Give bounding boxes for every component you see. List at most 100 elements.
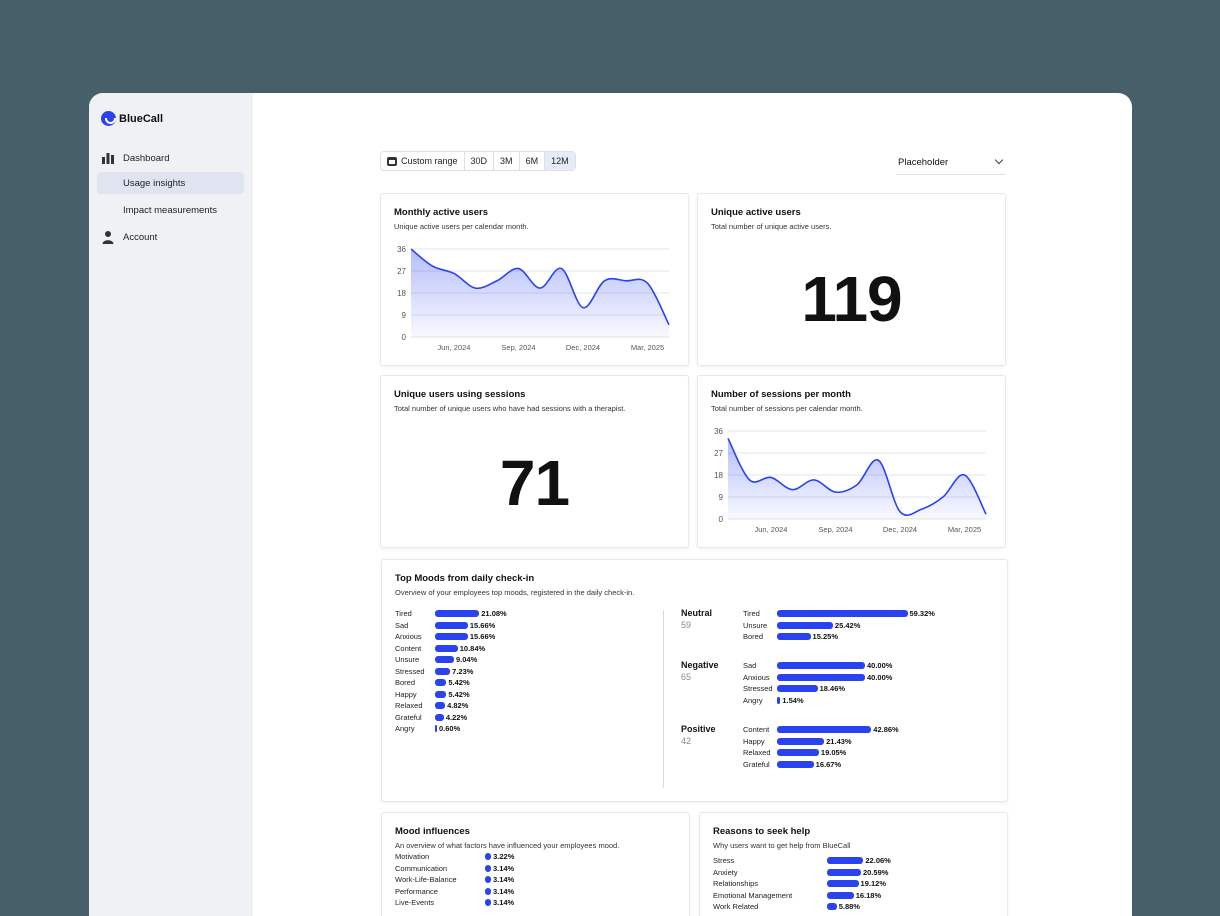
mood-row: Grateful 4.22% (395, 712, 467, 723)
range-custom-button[interactable]: Custom range (381, 152, 465, 170)
card-subtitle: Unique active users per calendar month. (394, 222, 529, 231)
card-title: Number of sessions per month (711, 389, 851, 400)
x-tick-label: Sep, 2024 (501, 343, 535, 352)
reason-row: Work Related 5.88% (713, 901, 860, 912)
y-tick-label: 36 (714, 427, 723, 436)
series-area (411, 249, 669, 337)
mood-row: Tired 21.08% (395, 608, 507, 619)
bar-value: 10.84% (459, 643, 486, 653)
mood-group-count: 42 (681, 736, 692, 746)
bar-value: 9.04% (455, 655, 478, 664)
bar-label: Happy (743, 736, 765, 746)
mood-row: Stressed 7.23% (395, 666, 473, 677)
brand[interactable]: BlueCall (101, 111, 163, 126)
card-title: Monthly active users (394, 207, 488, 218)
sidebar-item-account[interactable]: Account (97, 226, 244, 248)
date-range-selector: Custom range 30D 3M 6M 12M (380, 151, 576, 171)
select-value: Placeholder (898, 157, 949, 168)
sidebar-item-impact-measurements[interactable]: Impact measurements (97, 199, 244, 221)
mood-group-row: Happy 21.43% (743, 736, 852, 747)
sidebar-item-usage-insights[interactable]: Usage insights (97, 172, 244, 194)
series-line (727, 437, 987, 516)
bar (435, 667, 451, 675)
card-subtitle: Why users want to get help from BlueCall (713, 841, 851, 850)
y-tick-label: 27 (714, 449, 723, 458)
bar-label: Anxious (395, 632, 422, 641)
bar-value: 16.67% (815, 759, 842, 769)
bar-label: Grateful (395, 712, 422, 722)
mood-group-row: Content 42.86% (743, 724, 899, 735)
bar-value: 15.25% (812, 632, 838, 641)
x-tick-label: Mar, 2025 (631, 343, 664, 352)
bar (435, 610, 480, 617)
mood-group-title: Neutral (681, 608, 713, 618)
card-subtitle: Overview of your employees top moods, re… (395, 588, 635, 597)
bar-value: 21.43% (826, 736, 852, 746)
bar (777, 685, 818, 692)
range-6m-button[interactable]: 6M (520, 152, 546, 170)
bar (827, 868, 861, 876)
bar-value: 59.32% (909, 609, 935, 618)
bar-label: Relationships (713, 879, 759, 888)
unique-active-users-card: Unique active users Total number of uniq… (697, 193, 1006, 366)
bar-value: 19.05% (820, 748, 847, 757)
y-tick-label: 0 (719, 515, 724, 524)
mood-group-title: Negative (681, 660, 719, 670)
bar-label: Communication (395, 863, 448, 873)
brand-name: BlueCall (119, 112, 164, 125)
bar-label: Angry (743, 695, 763, 705)
bar-label: Unsure (743, 620, 768, 630)
bar-value: 0.60% (439, 724, 461, 733)
top-moods-card: Top Moods from daily check-in Overview o… (381, 559, 1008, 802)
bar-value: 3.14% (492, 898, 515, 907)
mood-row: Unsure 9.04% (395, 654, 477, 665)
mood-group-row: Tired 59.32% (743, 608, 935, 619)
bar-label: Work-Life-Balance (395, 875, 457, 884)
mood-group-row: Unsure 25.42% (743, 620, 860, 631)
x-tick-label: Dec, 2024 (566, 343, 600, 352)
bar-value: 40.00% (867, 661, 893, 670)
bar (435, 725, 437, 732)
bar-label: Stressed (743, 684, 773, 693)
bar-label: Relaxed (743, 748, 771, 757)
mood-group-row: Sad 40.00% (743, 660, 892, 671)
bar-value: 5.88% (838, 902, 860, 911)
card-subtitle: Total number of unique users who have ha… (394, 404, 626, 413)
card-title: Unique active users (711, 207, 801, 218)
range-30d-button[interactable]: 30D (465, 152, 495, 170)
monthly-active-users-chart: 0 9 18 27 36 Jun, 2024 Sep, 2024 Dec, 2024 Mar, … (397, 245, 670, 352)
main-content: Custom range 30D 3M 6M 12M Placeholder M… (253, 93, 1132, 916)
bar-value: 15.66% (469, 632, 496, 641)
mood-group-row: Grateful 16.67% (743, 759, 841, 770)
bar-value: 4.22% (445, 712, 468, 722)
sidebar-item-dashboard[interactable]: Dashboard (97, 147, 244, 169)
series-line (410, 248, 670, 326)
bar (777, 749, 819, 756)
y-tick-label: 9 (402, 311, 407, 320)
bar-value: 22.06% (865, 856, 891, 865)
app-window: BlueCall Dashboard Usage insights Impact… (89, 93, 1132, 916)
bar-label: Relaxed (395, 701, 423, 710)
x-tick-label: Jun, 2024 (438, 343, 471, 352)
mood-group-row: Bored 15.25% (743, 631, 838, 642)
influence-row: Motivation 3.22% (395, 851, 514, 862)
placeholder-select[interactable]: Placeholder (896, 151, 1006, 175)
range-3m-button[interactable]: 3M (494, 152, 520, 170)
y-tick-label: 0 (402, 333, 407, 342)
bar (435, 633, 468, 640)
range-12m-button[interactable]: 12M (545, 152, 575, 170)
bar (777, 633, 811, 640)
bar-label: Tired (395, 609, 412, 618)
sidebar: BlueCall Dashboard Usage insights Impact… (89, 93, 253, 916)
bar (485, 853, 492, 860)
sessions-per-month-card: Number of sessions per month Total numbe… (697, 375, 1006, 548)
bar-label: Anxiety (713, 867, 738, 877)
unique-session-users-value: 71 (499, 447, 570, 519)
bar-label: Bored (743, 632, 764, 641)
bar (435, 621, 468, 629)
bar-value: 5.42% (448, 689, 470, 699)
card-subtitle: Total number of sessions per calendar mo… (711, 404, 863, 413)
mood-row: Angry 0.60% (395, 723, 460, 734)
x-tick-label: Mar, 2025 (948, 525, 981, 534)
bar (777, 760, 814, 768)
